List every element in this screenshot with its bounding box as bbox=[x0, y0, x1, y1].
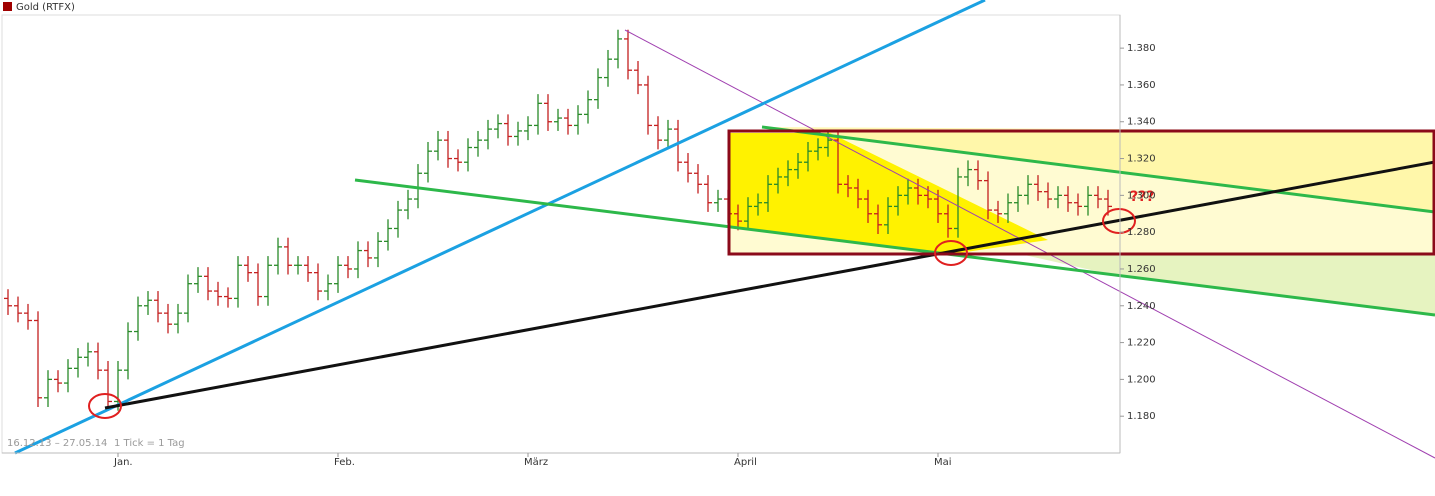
y-tick-label: 1.320 bbox=[1127, 154, 1156, 165]
annotation: ??? bbox=[1130, 189, 1154, 205]
trend-line bbox=[14, 0, 986, 455]
y-tick-label: 1.380 bbox=[1127, 43, 1156, 54]
marker-circle bbox=[1102, 208, 1136, 234]
y-tick-label: 1.300 bbox=[1127, 190, 1156, 201]
chart-title: Gold (RTFX) bbox=[16, 2, 75, 13]
x-tick-label: Mai bbox=[934, 457, 952, 468]
y-tick-label: 1.360 bbox=[1127, 80, 1156, 91]
y-tick-label: 1.260 bbox=[1127, 264, 1156, 275]
y-tick-label: 1.340 bbox=[1127, 117, 1156, 128]
y-tick-label: 1.220 bbox=[1127, 338, 1156, 349]
marker-circle bbox=[88, 393, 122, 419]
trend-line bbox=[354, 178, 1435, 317]
tick-info: 1 Tick = 1 Tag bbox=[114, 438, 185, 449]
y-tick-label: 1.180 bbox=[1127, 411, 1156, 422]
y-tick-label: 1.200 bbox=[1127, 374, 1156, 385]
trend-line bbox=[761, 125, 1435, 214]
y-tick-label: 1.240 bbox=[1127, 301, 1156, 312]
drawings: ??? bbox=[14, 0, 1435, 459]
date-range: 16.12.13 – 27.05.14 bbox=[7, 438, 107, 449]
bars bbox=[4, 29, 1112, 411]
range-box bbox=[727, 129, 1435, 256]
x-tick-label: Jan. bbox=[113, 457, 133, 468]
marker-circle bbox=[934, 240, 968, 266]
trend-line bbox=[624, 29, 1435, 459]
trend-line bbox=[104, 160, 1435, 410]
x-tick-label: April bbox=[734, 457, 757, 468]
legend-swatch bbox=[3, 2, 12, 11]
triangle-fill bbox=[730, 133, 1048, 254]
y-tick-label: 1.280 bbox=[1127, 227, 1156, 238]
x-tick-label: März bbox=[524, 457, 548, 468]
x-tick-label: Feb. bbox=[334, 457, 355, 468]
